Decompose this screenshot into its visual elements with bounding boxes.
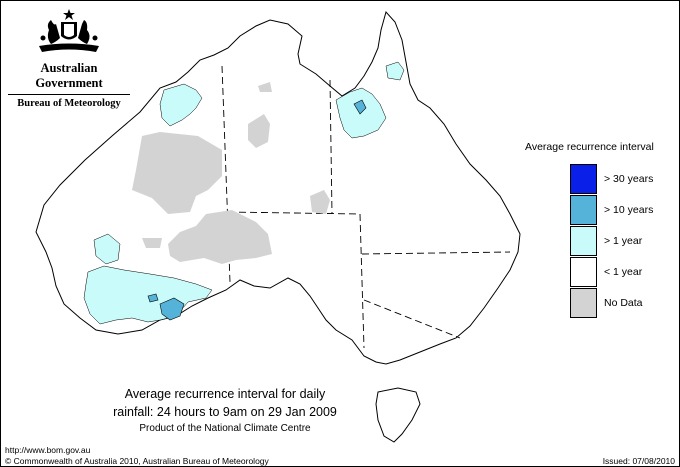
legend-swatch [570, 226, 597, 256]
commonwealth-coat-of-arms-icon [39, 9, 99, 52]
map-caption-credit: Product of the National Climate Centre [139, 423, 311, 434]
legend-swatch [570, 195, 597, 225]
copyright-notice: © Commonwealth of Australia 2010, Austra… [5, 456, 269, 466]
legend-swatch [570, 257, 597, 287]
tasmania [375, 387, 421, 443]
branding-divider [8, 94, 130, 95]
government-name: Australian Government [35, 61, 103, 90]
legend-label: < 1 year [604, 266, 643, 278]
website-link[interactable]: http://www.bom.gov.au [5, 445, 91, 455]
legend-swatch [570, 288, 597, 318]
agency-branding: Australian Government Bureau of Meteorol… [8, 8, 130, 109]
legend-label: No Data [604, 297, 643, 309]
recurrence-10yr-areas [147, 99, 367, 321]
no-data-areas [132, 82, 330, 264]
map-caption-line1: Average recurrence interval for daily [124, 387, 326, 401]
legend-label: > 30 years [604, 173, 654, 185]
issued-date: Issued: 07/08/2010 [602, 456, 675, 466]
map-caption-line2: rainfall: 24 hours to 9am on 29 Jan 2009 [113, 405, 337, 419]
legend-title: Average recurrence interval [525, 141, 654, 153]
legend-swatch [570, 164, 597, 194]
legend-label: > 1 year [604, 235, 643, 247]
agency-name: Bureau of Meteorology [17, 98, 121, 109]
legend-label: > 10 years [604, 204, 654, 216]
